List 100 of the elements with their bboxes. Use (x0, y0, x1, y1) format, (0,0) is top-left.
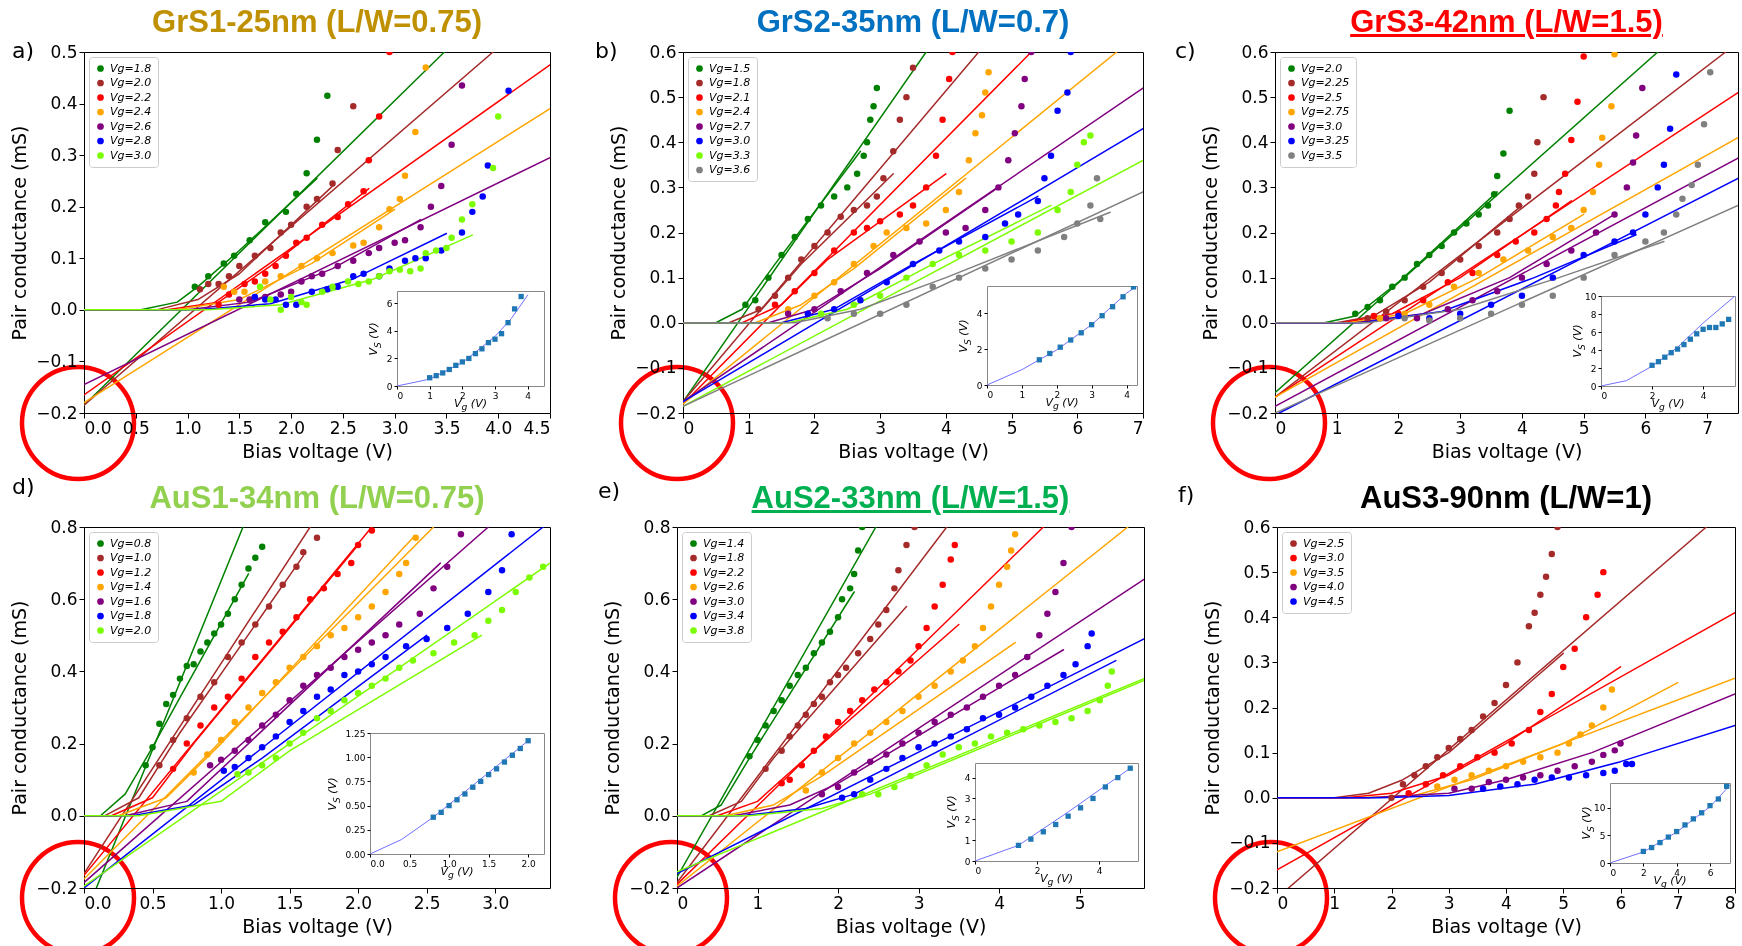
y-tick-label: 6 (386, 298, 393, 309)
legend-label: Vg=3.0 (1301, 119, 1343, 133)
x-tick-label: 0 (987, 389, 994, 400)
legend-label: Vg=3.0 (703, 594, 745, 608)
x-tick-label: 0.0 (370, 858, 386, 869)
y-tick-label: 0.2 (50, 733, 78, 754)
x-tick-label: 1 (1329, 892, 1341, 913)
legend-label: Vg=2.7 (709, 119, 751, 133)
y-tick-label: 2 (976, 344, 983, 355)
x-tick-label: 8 (1724, 892, 1736, 913)
x-tick-label: 2.0 (278, 417, 306, 438)
x-tick-label: 0 (1610, 867, 1617, 878)
y-tick-label: 0.8 (50, 516, 78, 537)
legend-label: Vg=2.5 (1303, 536, 1345, 550)
x-tick-label: 5 (1006, 417, 1018, 438)
x-tick-label: 3.0 (482, 892, 510, 913)
y-tick-label: −0.2 (36, 877, 78, 898)
x-tick-label: 6 (1707, 867, 1714, 878)
x-tick-label: 2.5 (329, 417, 357, 438)
x-tick-label: 7 (1702, 417, 1714, 438)
x-tick-label: 5 (1558, 892, 1570, 913)
legend-label: Vg=3.0 (709, 134, 751, 147)
x-tick-label: 0.5 (402, 858, 418, 869)
x-tick-label: 4.5 (523, 417, 551, 438)
legend-label: Vg=2.6 (110, 119, 152, 133)
x-axis-title: Bias voltage (V) (1431, 439, 1583, 462)
y-tick-label: 0.4 (1243, 606, 1271, 627)
x-axis-title: Bias voltage (V) (838, 439, 989, 462)
x-tick-label: 2.0 (345, 892, 373, 913)
y-tick-label: 0.6 (50, 588, 78, 609)
y-axis-title: Pair conductance (mS) (601, 600, 624, 816)
y-axis-title: Pair conductance (mS) (607, 125, 630, 341)
legend-label: Vg=1.4 (110, 580, 152, 593)
legend-label: Vg=3.4 (703, 609, 745, 622)
y-tick-label: 0.75 (345, 776, 366, 787)
legend-label: Vg=2.6 (703, 580, 745, 593)
legend-label: Vg=3.0 (1303, 551, 1345, 564)
x-tick-label: 3 (492, 390, 499, 401)
y-tick-label: 0.0 (1241, 312, 1269, 333)
y-tick-label: 0.25 (345, 825, 366, 836)
y-tick-label: −0.2 (1227, 402, 1269, 423)
x-tick-label: 4 (525, 390, 532, 401)
y-tick-label: 0.4 (50, 660, 78, 681)
x-tick-label: 4 (1700, 390, 1707, 401)
x-tick-label: 0 (683, 417, 695, 438)
legend-label: Vg=2.4 (110, 105, 152, 118)
y-tick-label: 0.5 (1241, 86, 1269, 107)
y-tick-label: 0.0 (649, 312, 677, 333)
legend-label: Vg=4.5 (1303, 594, 1345, 608)
x-tick-label: 4 (1096, 865, 1103, 876)
y-tick-label: 1.00 (345, 752, 366, 763)
legend-label: Vg=1.2 (110, 565, 152, 579)
y-tick-label: 0.3 (50, 144, 78, 165)
x-tick-label: 2 (1034, 865, 1041, 876)
y-tick-label: 0.5 (1243, 561, 1271, 582)
x-tick-label: 3 (1089, 389, 1096, 400)
y-tick-label: 0.2 (50, 196, 78, 217)
x-tick-label: 7 (1132, 417, 1144, 438)
y-tick-label: 10 (1585, 291, 1597, 302)
y-tick-label: 0.3 (1241, 176, 1269, 197)
y-tick-label: 0.2 (649, 222, 677, 242)
y-tick-label: 0.4 (50, 93, 78, 114)
x-tick-label: 6 (1072, 417, 1084, 438)
x-tick-label: 6 (1640, 417, 1652, 438)
y-tick-label: 0.1 (50, 247, 78, 268)
legend-label: Vg=3.5 (1303, 565, 1345, 579)
text: b) (595, 38, 618, 63)
y-tick-label: 0.3 (1243, 651, 1271, 672)
chart-title: GrS2-35nm (L/W=0.7) (756, 4, 1070, 40)
chart-title: AuS3-90nm (L/W=1) (1360, 480, 1652, 516)
chart-title: GrS1-25nm (L/W=0.75) (152, 4, 482, 40)
x-tick-label: 1 (1019, 389, 1026, 400)
y-tick-label: −0.1 (36, 350, 78, 371)
x-tick-label: 1.5 (226, 417, 254, 438)
x-tick-label: 3.0 (381, 417, 409, 438)
y-tick-label: 4 (976, 308, 983, 319)
x-tick-label: 1.0 (174, 417, 202, 438)
x-tick-label: 2 (809, 417, 821, 438)
x-tick-label: 3 (913, 892, 925, 913)
y-axis-title: Pair conductance (mS) (1199, 125, 1222, 341)
legend-label: Vg=3.0 (110, 148, 152, 162)
legend-label: Vg=1.8 (110, 61, 152, 75)
x-tick-label: 4 (1124, 389, 1131, 400)
y-tick-label: 2 (1590, 363, 1597, 374)
x-axis-title: Bias voltage (V) (242, 439, 393, 462)
legend-label: Vg=1.6 (110, 594, 152, 608)
y-tick-label: −0.2 (629, 877, 671, 898)
x-tick-label: 4 (1501, 892, 1512, 913)
text: f) (1178, 482, 1195, 507)
x-tick-label: 3 (1443, 892, 1455, 913)
legend-label: Vg=2.25 (1301, 76, 1350, 89)
y-tick-label: 0.6 (1241, 41, 1269, 62)
x-tick-label: 1.5 (276, 892, 304, 913)
y-tick-label: 0.6 (649, 41, 677, 62)
chart-title: AuS2-33nm (L/W=1.5) (751, 480, 1070, 516)
legend-label: Vg=2.0 (110, 623, 152, 637)
x-tick-label: 2 (1054, 389, 1061, 400)
legend-label: Vg=4.0 (1303, 580, 1345, 593)
x-axis-title: Bias voltage (V) (835, 914, 987, 937)
legend-label: Vg=2.1 (709, 90, 751, 104)
